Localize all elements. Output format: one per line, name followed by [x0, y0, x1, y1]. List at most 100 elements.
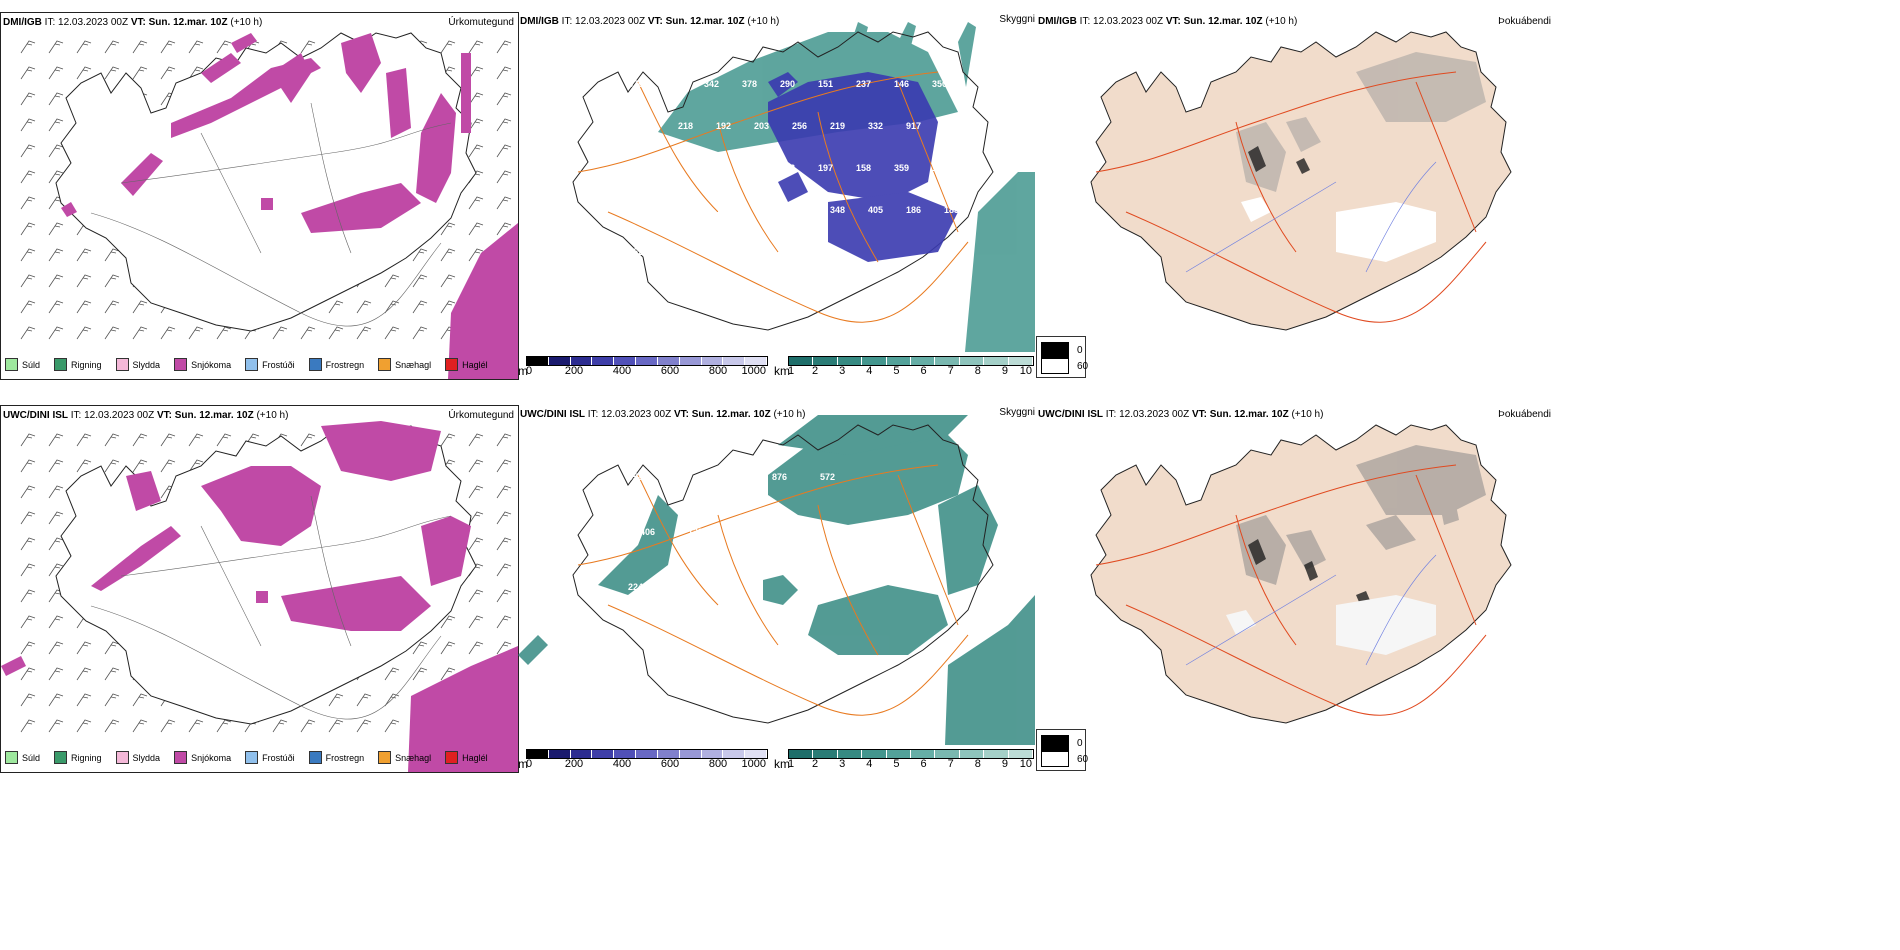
- cloud-base-label: 116: [640, 121, 655, 131]
- cloud-base-label: 219: [944, 121, 959, 131]
- cloud-base-label: 165: [932, 163, 947, 173]
- cloud-base-label: 381: [628, 163, 643, 173]
- colorbar-tick-label: 6: [920, 758, 927, 770]
- panel-title: Þokuábendi: [1498, 409, 1551, 420]
- cloud-base-label: 179: [716, 205, 731, 215]
- cloud-base-label: 290: [780, 79, 795, 89]
- legend-item: Snjókoma: [174, 358, 231, 371]
- colorbar-swatch: [592, 357, 615, 365]
- colorbar-swatch: [636, 357, 658, 365]
- cloud-base-label: 192: [716, 121, 731, 131]
- colorbar-swatch: [570, 357, 593, 365]
- colorbar-swatch: [723, 357, 746, 365]
- colorbar-tick-label: 10: [1019, 365, 1032, 377]
- colorbar-swatch: [911, 750, 936, 758]
- fog-map: [1090, 31, 1512, 331]
- cloud-base-label: 350: [932, 79, 947, 89]
- panel-title: Skyggni: [999, 14, 1035, 25]
- cloud-base-label: 252: [704, 163, 719, 173]
- colorbar-swatch: [837, 357, 863, 365]
- colorbar-tick-label: 800: [708, 758, 728, 770]
- colorbar-swatch: [1008, 750, 1034, 758]
- cloud-base-label: 152: [628, 247, 643, 257]
- cloud-base-label: 93: [792, 205, 802, 215]
- panel-title: Úrkomutegund: [448, 17, 514, 28]
- legend-swatch: [174, 358, 188, 371]
- glaciers: [1226, 595, 1436, 655]
- model-name: DMI/IGB: [3, 17, 42, 28]
- colorbar-swatch: [984, 750, 1009, 758]
- lead-time: (+10 h): [256, 410, 289, 421]
- cloud-base-label: 134: [742, 247, 757, 257]
- iceland-outline: [55, 32, 477, 332]
- colorbar-swatch: [592, 750, 615, 758]
- colorbar-swatch: [1008, 357, 1034, 365]
- cloud-base-label: 917: [906, 121, 921, 131]
- legend-item: Haglél: [445, 751, 488, 764]
- cloud-base-label: 355: [678, 205, 693, 215]
- cloud-base-label: 220: [640, 205, 655, 215]
- road-network: [577, 71, 969, 323]
- precip-legend: Súld Rigning Slydda Snjókoma Frostúði Fr…: [5, 358, 488, 371]
- cloud-base-label: 359: [894, 163, 909, 173]
- colorbar-ticks: 0 200 400 600 800 1000: [526, 757, 766, 771]
- precip-type-panel-row2: UWC/DINI ISL IT: 12.03.2023 00Z VT: Sun.…: [0, 405, 519, 773]
- cloud-base-label: 405: [868, 205, 883, 215]
- iceland-outline: [572, 31, 994, 331]
- cloud-base-label: 194: [754, 205, 769, 215]
- cloud-base-labels: 958 328 819 876 572 406 128 333 341 238 224 727: [628, 472, 847, 592]
- colorbar-swatch: [745, 357, 767, 365]
- colorbar-swatch: [527, 357, 549, 365]
- legend-swatch: [1041, 342, 1069, 358]
- fog-legend-row1: 0 60: [1036, 336, 1088, 378]
- colorbar-tick-label: 7: [947, 365, 954, 377]
- legend-item: Rigning: [54, 358, 102, 371]
- colorbar-tick-label: 800: [708, 365, 728, 377]
- visibility-colorbar: km 1 2 3 4 5 6 7 8 9 10: [774, 356, 1034, 378]
- fog-map: [1090, 424, 1512, 724]
- colorbar-swatch: [745, 750, 767, 758]
- legend-swatch: [54, 358, 68, 371]
- cloud-base-label: 328: [676, 472, 691, 482]
- colorbar-swatch: [813, 750, 838, 758]
- fog-shading: [1236, 52, 1486, 192]
- legend-item: Súld: [5, 751, 40, 764]
- colorbar-ticks: 1 2 3 4 5 6 7 8 9 10: [788, 757, 1032, 771]
- legend-swatch: [445, 751, 459, 764]
- colorbar-tick-label: 9: [1001, 758, 1008, 770]
- legend-swatch: [115, 358, 129, 371]
- cloud-base-label: 100: [780, 247, 795, 257]
- colorbar-tick-label: 7: [947, 758, 954, 770]
- legend-swatch: [378, 751, 392, 764]
- cloud-base-label: 958: [628, 472, 643, 482]
- legend-item: Súld: [5, 358, 40, 371]
- cloud-base-label: 146: [894, 79, 909, 89]
- colorbar-swatch: [657, 750, 680, 758]
- cloud-base-label: 819: [724, 472, 739, 482]
- cloud-base-label: 128: [688, 527, 703, 537]
- legend-item: Slydda: [115, 751, 160, 764]
- cloud-base-label: 378: [742, 79, 757, 89]
- legend-swatch: [174, 751, 188, 764]
- colorbar-ticks: 0 200 400 600 800 1000: [526, 364, 766, 378]
- legend-swatch: [308, 358, 322, 371]
- lead-time: (+10 h): [230, 17, 263, 28]
- cloud-base-colorbar: m 0 200 400 600 800 1000: [518, 356, 768, 378]
- colorbar-swatch: [679, 357, 702, 365]
- panel-header: UWC/DINI ISL IT: 12.03.2023 00Z VT: Sun.…: [1038, 409, 1324, 420]
- colorbar-swatch: [886, 357, 912, 365]
- rivers: [1185, 161, 1437, 273]
- legend-item: Snæhagl: [378, 751, 431, 764]
- colorbar-tick-label: 0: [526, 365, 533, 377]
- colorbar-unit: m: [518, 757, 528, 771]
- colorbar-tick-label: 4: [866, 758, 873, 770]
- colorbar-tick-label: 0: [526, 758, 533, 770]
- road-network: [90, 495, 452, 720]
- legend-item: Slydda: [115, 358, 160, 371]
- road-network: [90, 102, 452, 327]
- colorbar-tick-label: 400: [612, 365, 632, 377]
- legend-swatch: [245, 358, 259, 371]
- colorbar-swatch: [959, 750, 985, 758]
- precip-map: [20, 32, 518, 379]
- cloud-base-label: 406: [640, 527, 655, 537]
